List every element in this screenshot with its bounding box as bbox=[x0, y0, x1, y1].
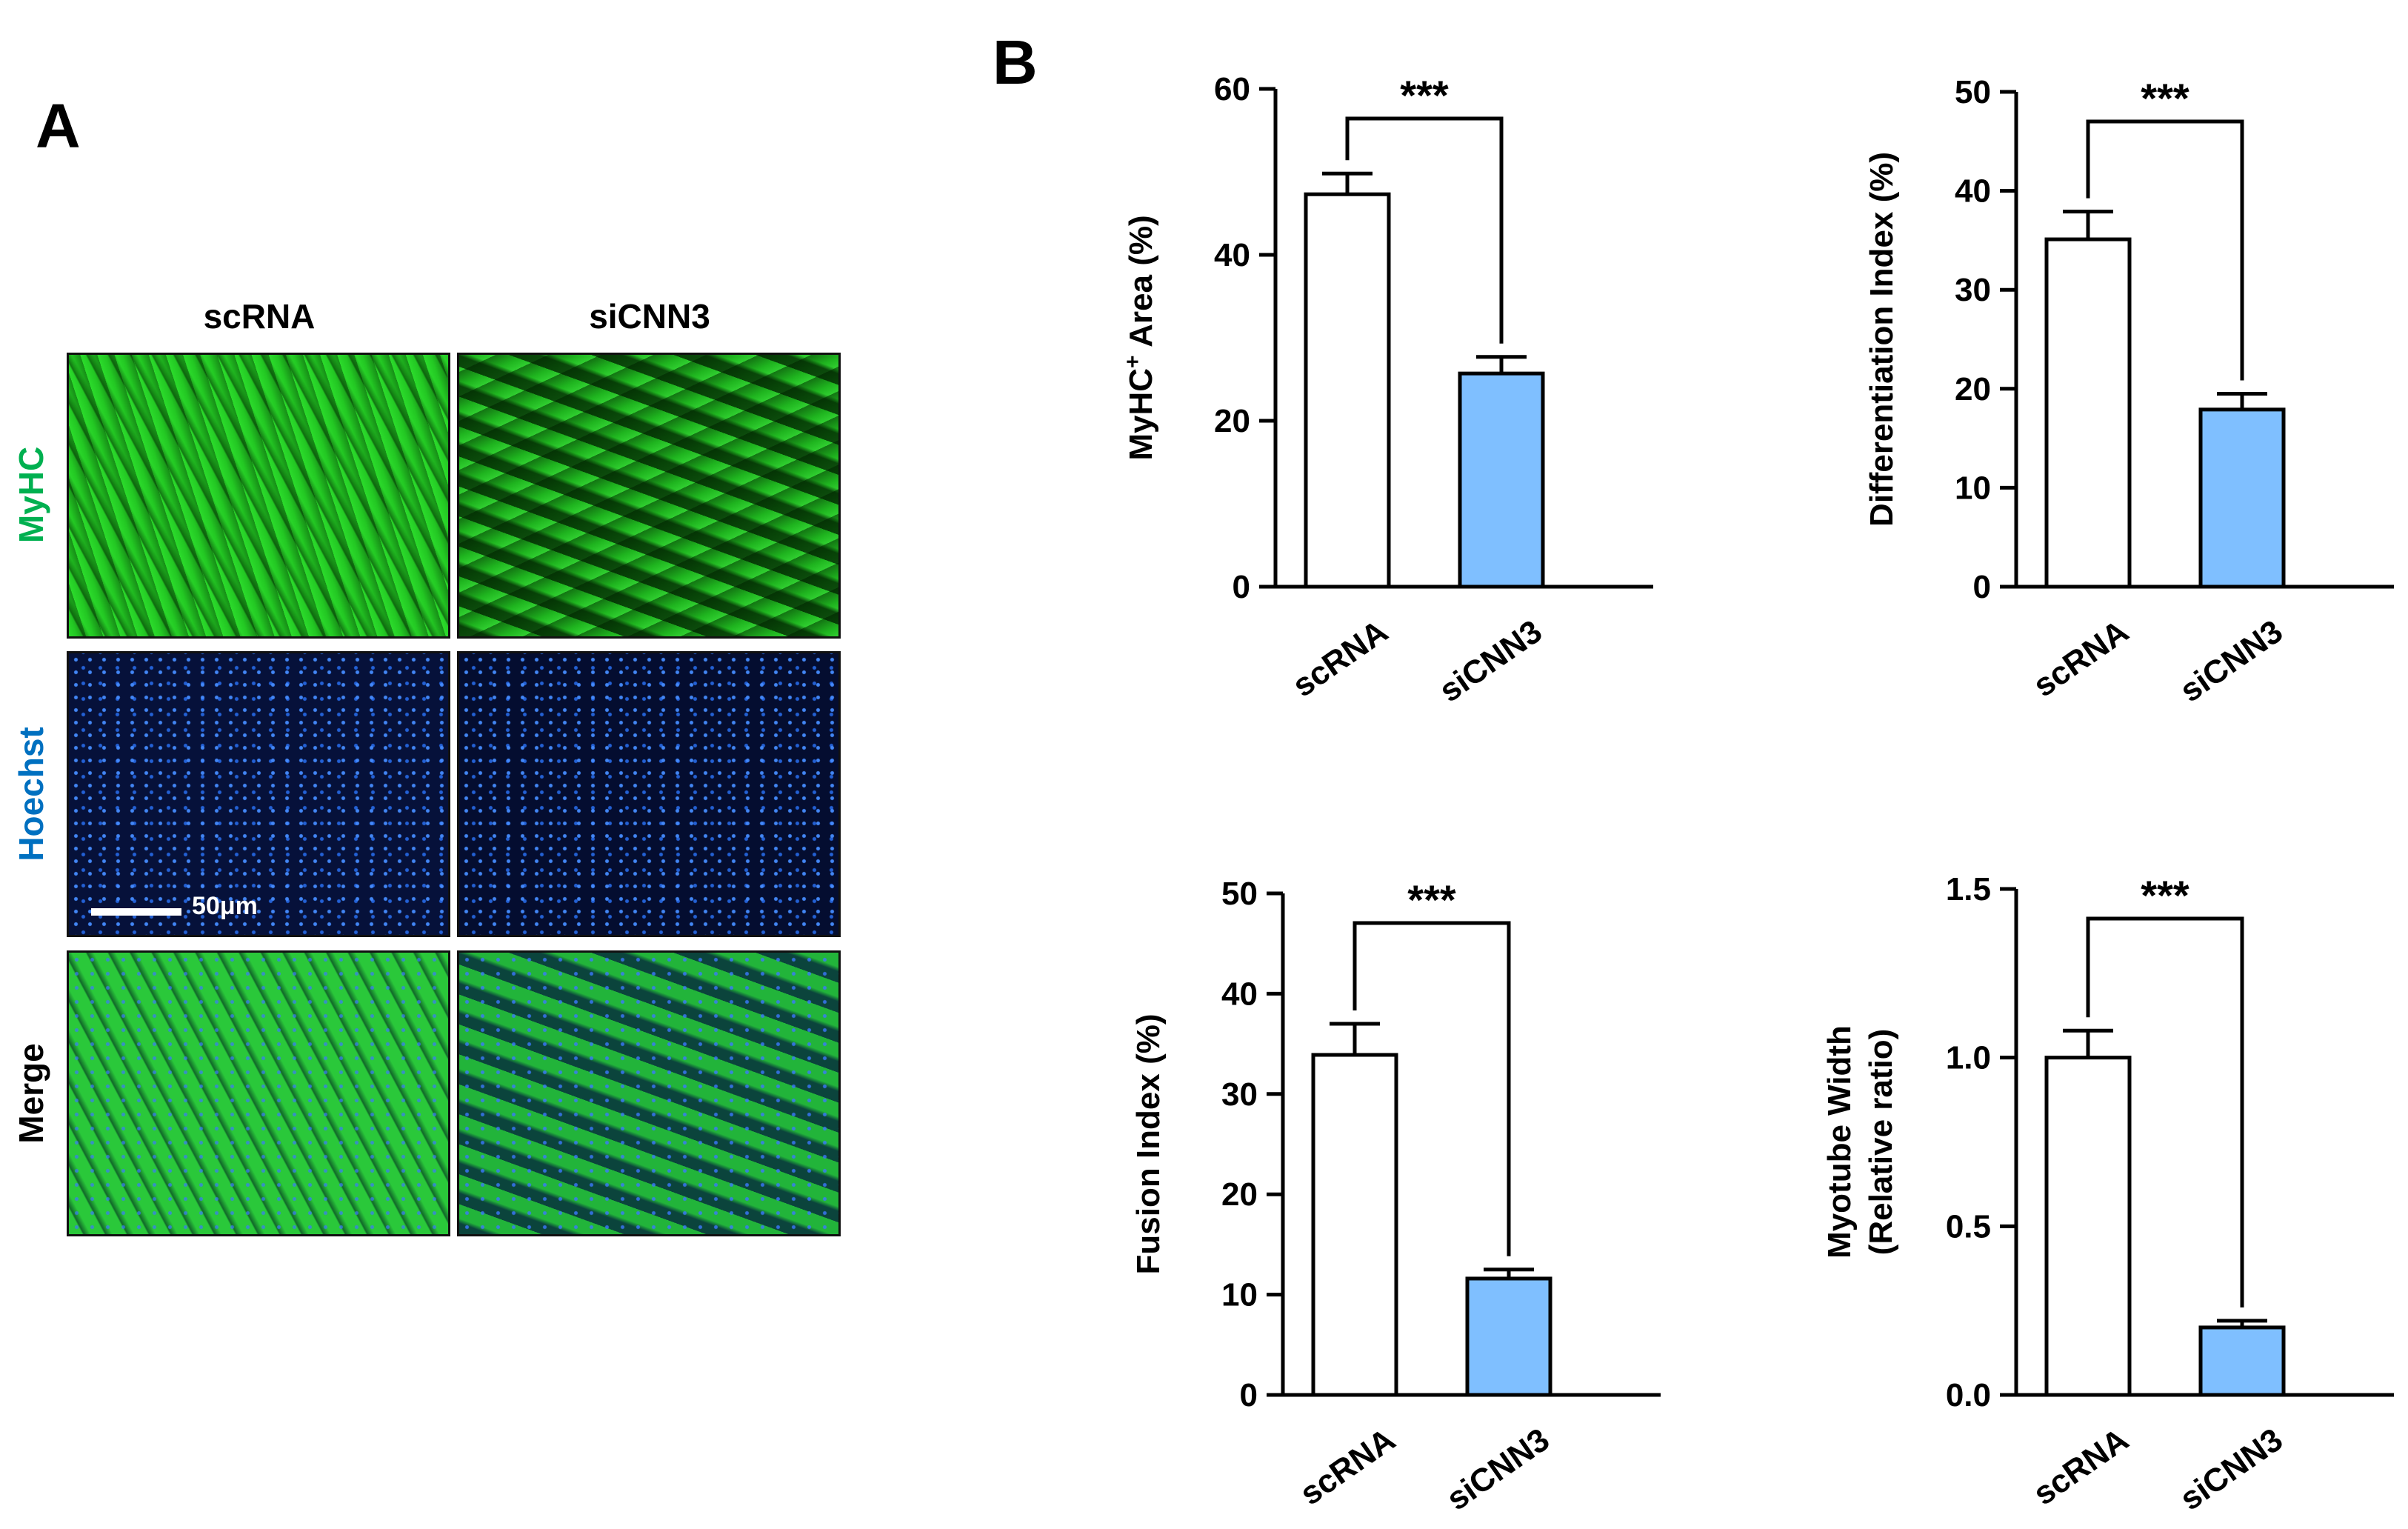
chart4-y-axis-label-line2: (Relative ratio) bbox=[1863, 1029, 1899, 1256]
chart2-significance-label: *** bbox=[2141, 75, 2189, 121]
chart3-y-tick-label: 30 bbox=[1221, 1076, 1258, 1113]
micrograph-myhc-scrna bbox=[67, 353, 450, 639]
chart3-y-tick-label: 20 bbox=[1221, 1176, 1258, 1213]
chart3-significance-label: *** bbox=[1407, 876, 1456, 923]
chart1-y-tick-label: 60 bbox=[1214, 71, 1250, 107]
micrograph-merge-scrna bbox=[67, 950, 450, 1236]
panel-a-label: A bbox=[36, 91, 81, 161]
chart4-y-tick-label: 1.0 bbox=[1946, 1040, 1991, 1076]
chart1-y-tick-label: 0 bbox=[1233, 569, 1250, 605]
chart2-y-tick-label: 20 bbox=[1955, 371, 1991, 407]
scale-bar-label: 50μm bbox=[192, 892, 258, 920]
micrograph-hoechst-sicnn3 bbox=[457, 651, 841, 937]
chart3-y-tick-label: 0 bbox=[1240, 1377, 1258, 1413]
chart3-bar-scRNA bbox=[1311, 1053, 1398, 1397]
chart4-y-tick-label: 0.5 bbox=[1946, 1208, 1991, 1245]
chart1-y-tick-label: 20 bbox=[1214, 403, 1250, 439]
chart3-y-tick-label: 40 bbox=[1221, 976, 1258, 1012]
micrograph-myhc-sicnn3 bbox=[457, 353, 841, 639]
chart2-y-tick-label: 0 bbox=[1973, 569, 1991, 605]
chart2-y-tick-label: 50 bbox=[1955, 74, 1991, 110]
chart2-y-tick-label: 40 bbox=[1955, 173, 1991, 210]
chart4-y-axis-label-line1: Myotube Width bbox=[1821, 1025, 1858, 1259]
chart2-bar-siCNN3 bbox=[2198, 407, 2286, 589]
chart2-y-tick-label: 30 bbox=[1955, 272, 1991, 308]
chart3-y-tick-label: 10 bbox=[1221, 1277, 1258, 1313]
micrograph-hoechst-scrna: 50μm bbox=[67, 651, 450, 937]
chart4-bar-scRNA bbox=[2044, 1056, 2132, 1397]
chart4-x-tick-label-scRNA: scRNA bbox=[2027, 1422, 2135, 1513]
chart1-y-axis-label: MyHC+ Area (%) bbox=[1121, 215, 1160, 460]
scale-bar bbox=[91, 908, 181, 916]
panel-b-label: B bbox=[993, 27, 1038, 97]
micrograph-merge-sicnn3 bbox=[457, 950, 841, 1236]
chart4-y-tick-label: 1.5 bbox=[1946, 871, 1991, 907]
chart3-y-tick-label: 50 bbox=[1221, 876, 1258, 912]
chart2-significance-bracket bbox=[2086, 119, 2244, 381]
chart4-bar-siCNN3 bbox=[2198, 1325, 2286, 1397]
chart3-y-axis-label: Fusion Index (%) bbox=[1130, 1014, 1167, 1275]
chart2-y-tick-label: 10 bbox=[1955, 470, 1991, 506]
chart3-bar-siCNN3 bbox=[1465, 1276, 1552, 1397]
column-header-sicnn3: siCNN3 bbox=[589, 297, 710, 336]
chart3-significance-bracket bbox=[1353, 921, 1511, 1256]
chart1-y-tick-label: 40 bbox=[1214, 237, 1250, 273]
column-header-scrna: scRNA bbox=[203, 297, 316, 336]
chart1-significance-label: *** bbox=[1400, 72, 1449, 119]
chart4-y-tick-label: 0.0 bbox=[1946, 1377, 1991, 1413]
chart1-significance-bracket bbox=[1345, 116, 1504, 344]
chart1-bar-scRNA bbox=[1304, 192, 1391, 589]
chart4-x-tick-label-siCNN3: siCNN3 bbox=[2173, 1422, 2289, 1518]
chart4-significance-label: *** bbox=[2141, 872, 2189, 919]
chart2-y-axis-label: Differentiation Index (%) bbox=[1864, 152, 1900, 527]
chart4-significance-bracket bbox=[2086, 916, 2244, 1308]
